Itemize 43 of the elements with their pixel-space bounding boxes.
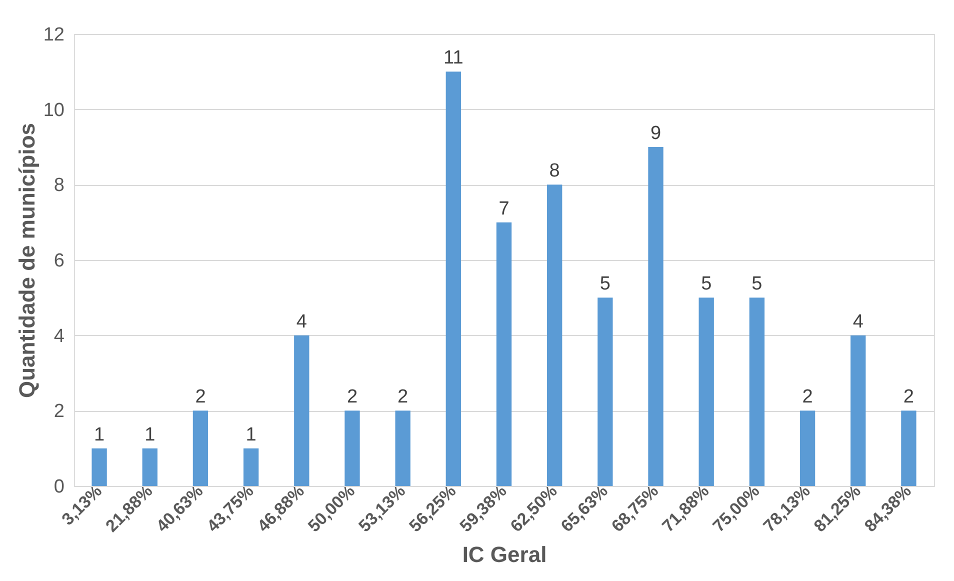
data-label: 2 bbox=[195, 386, 206, 408]
bar bbox=[496, 222, 512, 486]
data-label: 1 bbox=[94, 424, 105, 446]
data-label: 2 bbox=[903, 386, 914, 408]
y-tick-label: 10 bbox=[43, 100, 64, 121]
y-axis-title: Quantidade de municípios bbox=[14, 122, 40, 398]
bar bbox=[192, 410, 208, 486]
data-label: 2 bbox=[398, 386, 408, 408]
bar bbox=[243, 448, 259, 486]
bar bbox=[901, 410, 916, 486]
data-label: 5 bbox=[752, 274, 762, 295]
data-label: 2 bbox=[802, 386, 813, 408]
bar bbox=[142, 448, 158, 486]
data-label: 11 bbox=[444, 48, 464, 69]
x-axis-title: IC Geral bbox=[462, 542, 547, 567]
data-label: 5 bbox=[701, 274, 712, 295]
bar bbox=[92, 448, 107, 486]
data-label: 9 bbox=[650, 123, 662, 144]
bar bbox=[698, 298, 714, 486]
data-label: 8 bbox=[549, 160, 560, 182]
bar bbox=[446, 72, 461, 486]
data-label: 4 bbox=[296, 311, 308, 332]
y-tick-label: 12 bbox=[43, 24, 64, 46]
y-tick-label: 0 bbox=[54, 476, 64, 498]
bar bbox=[344, 410, 360, 486]
bar bbox=[850, 335, 866, 486]
bar bbox=[547, 184, 562, 486]
data-label: 1 bbox=[144, 424, 156, 446]
y-tick-label: 8 bbox=[54, 175, 64, 196]
bar bbox=[749, 298, 765, 486]
y-tick-label: 2 bbox=[54, 401, 64, 422]
data-label: 7 bbox=[498, 198, 510, 220]
data-label: 1 bbox=[246, 424, 256, 446]
y-tick-label: 6 bbox=[54, 250, 64, 272]
data-label: 2 bbox=[346, 386, 358, 408]
data-label: 4 bbox=[852, 311, 864, 332]
bar bbox=[648, 147, 664, 486]
bar bbox=[395, 410, 410, 486]
y-tick-label: 4 bbox=[54, 326, 65, 347]
data-label: 5 bbox=[600, 274, 610, 295]
bar bbox=[598, 298, 613, 486]
bar bbox=[294, 335, 310, 486]
bar bbox=[800, 410, 816, 486]
